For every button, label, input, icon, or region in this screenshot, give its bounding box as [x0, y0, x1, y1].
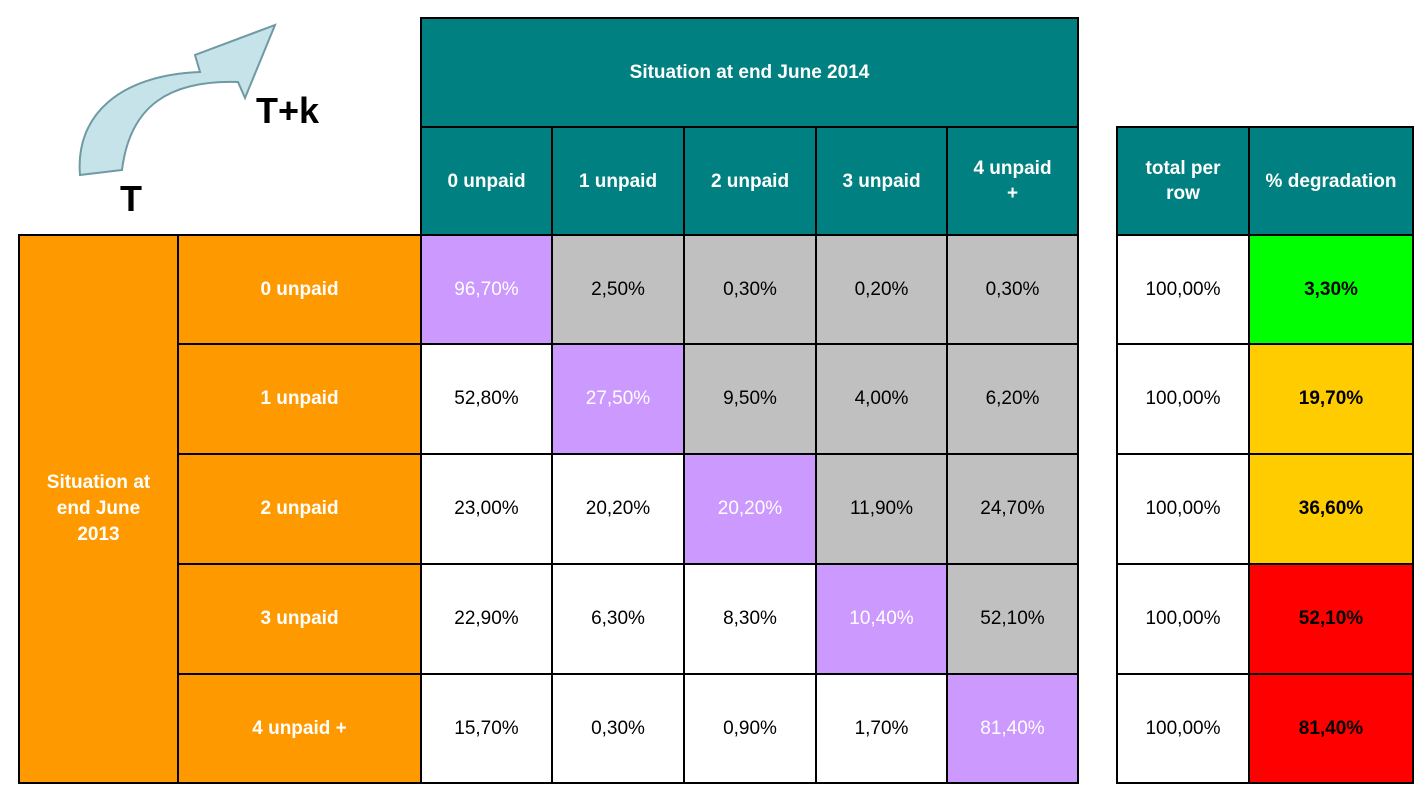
matrix-cell: 27,50% — [551, 343, 685, 455]
total-cell: 100,00% — [1116, 343, 1250, 455]
row-header: 1 unpaid — [177, 343, 422, 455]
matrix-cell: 0,20% — [815, 234, 948, 345]
matrix-cell: 23,00% — [420, 453, 553, 565]
row-header: 2 unpaid — [177, 453, 422, 565]
total-cell: 100,00% — [1116, 673, 1250, 784]
row-header: 4 unpaid + — [177, 673, 422, 784]
degradation-cell: 3,30% — [1248, 234, 1414, 345]
row-group-label: Situation at end June 2013 — [18, 234, 179, 784]
matrix-cell: 22,90% — [420, 563, 553, 675]
total-cell: 100,00% — [1116, 453, 1250, 565]
column-header: 1 unpaid — [551, 126, 685, 236]
total-cell: 100,00% — [1116, 563, 1250, 675]
matrix-cell: 4,00% — [815, 343, 948, 455]
matrix-cell: 11,90% — [815, 453, 948, 565]
matrix-cell: 8,30% — [683, 563, 817, 675]
matrix-cell: 81,40% — [946, 673, 1079, 784]
row-header: 3 unpaid — [177, 563, 422, 675]
matrix-cell: 20,20% — [551, 453, 685, 565]
matrix-cell: 9,50% — [683, 343, 817, 455]
column-header: 4 unpaid + — [946, 126, 1079, 236]
matrix-cell: 2,50% — [551, 234, 685, 345]
matrix-cell: 0,30% — [551, 673, 685, 784]
matrix-cell: 6,30% — [551, 563, 685, 675]
total-cell: 100,00% — [1116, 234, 1250, 345]
matrix-cell: 10,40% — [815, 563, 948, 675]
matrix-cell: 0,90% — [683, 673, 817, 784]
corner-from-label: T — [120, 178, 142, 219]
matrix-cell: 0,30% — [946, 234, 1079, 345]
corner-to-label: T+k — [256, 90, 320, 131]
matrix-cell: 0,30% — [683, 234, 817, 345]
degradation-header: % degradation — [1248, 126, 1414, 236]
row-header: 0 unpaid — [177, 234, 422, 345]
matrix-cell: 52,80% — [420, 343, 553, 455]
column-group-title: Situation at end June 2014 — [420, 17, 1079, 128]
degradation-cell: 19,70% — [1248, 343, 1414, 455]
matrix-cell: 20,20% — [683, 453, 817, 565]
column-header: 3 unpaid — [815, 126, 948, 236]
matrix-cell: 1,70% — [815, 673, 948, 784]
matrix-cell: 6,20% — [946, 343, 1079, 455]
matrix-cell: 15,70% — [420, 673, 553, 784]
total-per-row-header: total per row — [1116, 126, 1250, 236]
degradation-cell: 36,60% — [1248, 453, 1414, 565]
matrix-cell: 24,70% — [946, 453, 1079, 565]
degradation-cell: 81,40% — [1248, 673, 1414, 784]
column-header: 2 unpaid — [683, 126, 817, 236]
matrix-cell: 52,10% — [946, 563, 1079, 675]
matrix-cell: 96,70% — [420, 234, 553, 345]
curved-arrow-icon — [78, 23, 277, 177]
degradation-cell: 52,10% — [1248, 563, 1414, 675]
column-header: 0 unpaid — [420, 126, 553, 236]
